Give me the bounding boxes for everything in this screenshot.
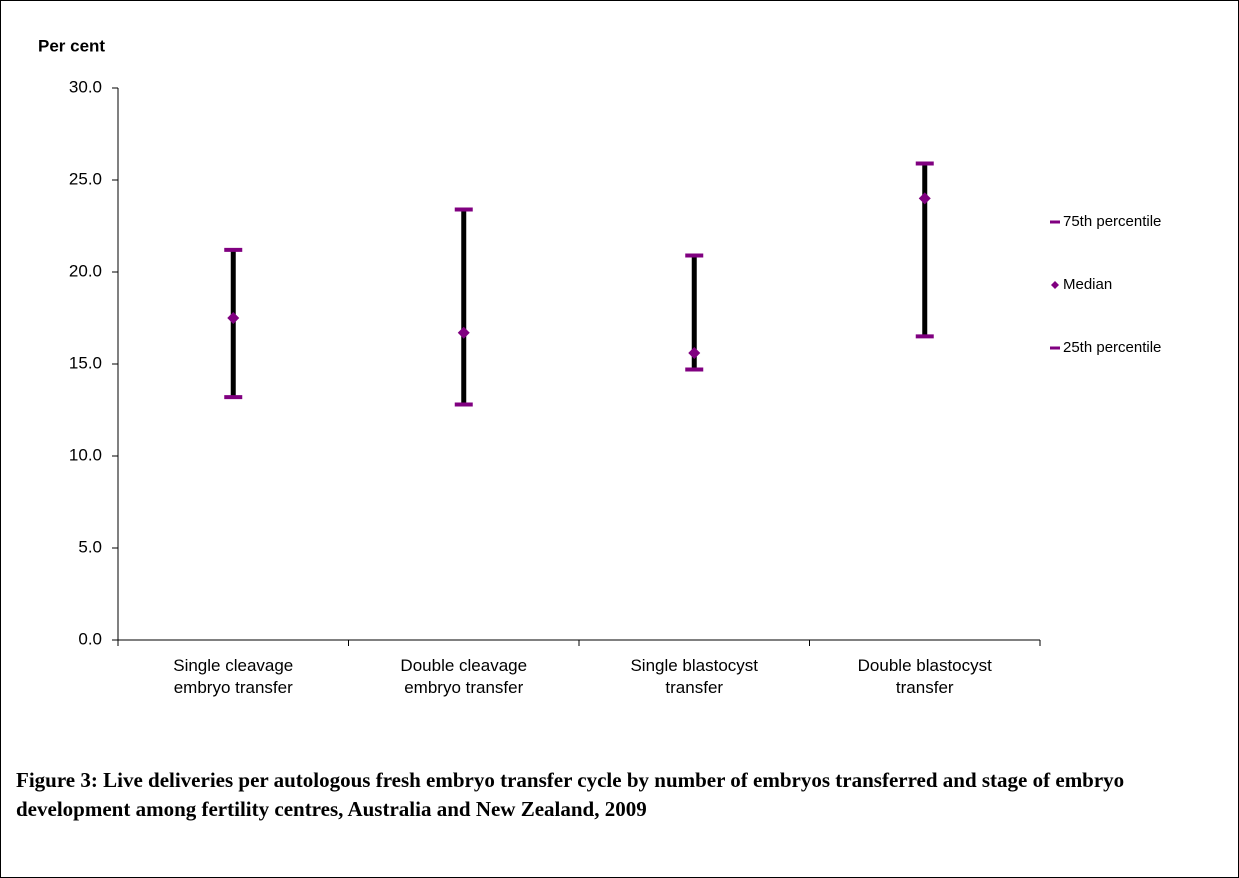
legend-label: 75th percentile <box>1063 213 1161 230</box>
legend-label: Median <box>1063 276 1112 293</box>
y-tick-label: 5.0 <box>78 537 102 556</box>
median-marker <box>227 312 240 324</box>
y-tick-label: 10.0 <box>69 445 102 464</box>
y-tick-label: 0.0 <box>78 629 102 648</box>
x-tick-label: Single cleavage embryo transfer <box>173 656 294 697</box>
y-axis-label: Per cent <box>38 36 105 55</box>
caption: Figure 3: Live deliveries per autologous… <box>16 768 1125 821</box>
legend-label: 25th percentile <box>1063 339 1161 356</box>
median-marker <box>918 192 931 205</box>
x-tick-label: Single blastocyst transfer <box>630 656 759 697</box>
median-marker <box>457 326 470 339</box>
x-tick-label: Double blastocyst transfer <box>857 656 992 697</box>
median-marker <box>688 346 701 359</box>
y-tick-label: 30.0 <box>69 77 102 96</box>
y-tick-label: 20.0 <box>69 261 102 280</box>
y-tick-label: 15.0 <box>69 353 102 372</box>
x-tick-label: Double cleavage embryo transfer <box>400 656 528 697</box>
legend-marker <box>1051 281 1059 289</box>
y-tick-label: 25.0 <box>69 169 102 188</box>
